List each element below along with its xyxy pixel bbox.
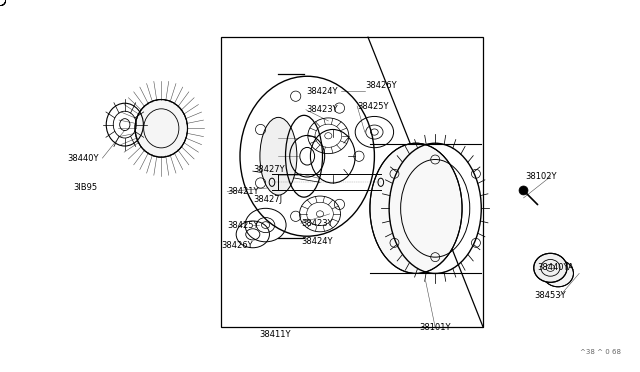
Text: 38101Y: 38101Y: [419, 323, 451, 332]
Text: 38421Y: 38421Y: [227, 187, 259, 196]
Text: 38424Y: 38424Y: [301, 237, 332, 246]
Text: 38440Y: 38440Y: [67, 154, 99, 163]
Circle shape: [519, 186, 528, 195]
Ellipse shape: [534, 253, 567, 282]
Text: 38440YA: 38440YA: [538, 263, 574, 272]
Ellipse shape: [260, 117, 297, 195]
Bar: [221, 37, 483, 327]
Text: 3lB95: 3lB95: [74, 183, 98, 192]
Text: 38425Y: 38425Y: [227, 221, 259, 230]
Text: 38427Y: 38427Y: [253, 165, 284, 174]
Text: 38102Y: 38102Y: [525, 172, 556, 181]
Text: 38425Y: 38425Y: [357, 102, 388, 110]
Text: 38426Y: 38426Y: [221, 241, 252, 250]
Ellipse shape: [370, 143, 462, 273]
Text: 38453Y: 38453Y: [534, 291, 566, 300]
Text: 38423Y: 38423Y: [301, 219, 332, 228]
Text: 38426Y: 38426Y: [365, 81, 396, 90]
Text: 38411Y: 38411Y: [259, 330, 291, 339]
Text: 38427J: 38427J: [253, 195, 282, 203]
Text: 38424Y: 38424Y: [306, 87, 337, 96]
Ellipse shape: [135, 99, 188, 157]
Text: ^38 ^ 0 68: ^38 ^ 0 68: [580, 349, 621, 355]
Text: 38423Y: 38423Y: [306, 105, 337, 114]
Ellipse shape: [543, 260, 573, 287]
